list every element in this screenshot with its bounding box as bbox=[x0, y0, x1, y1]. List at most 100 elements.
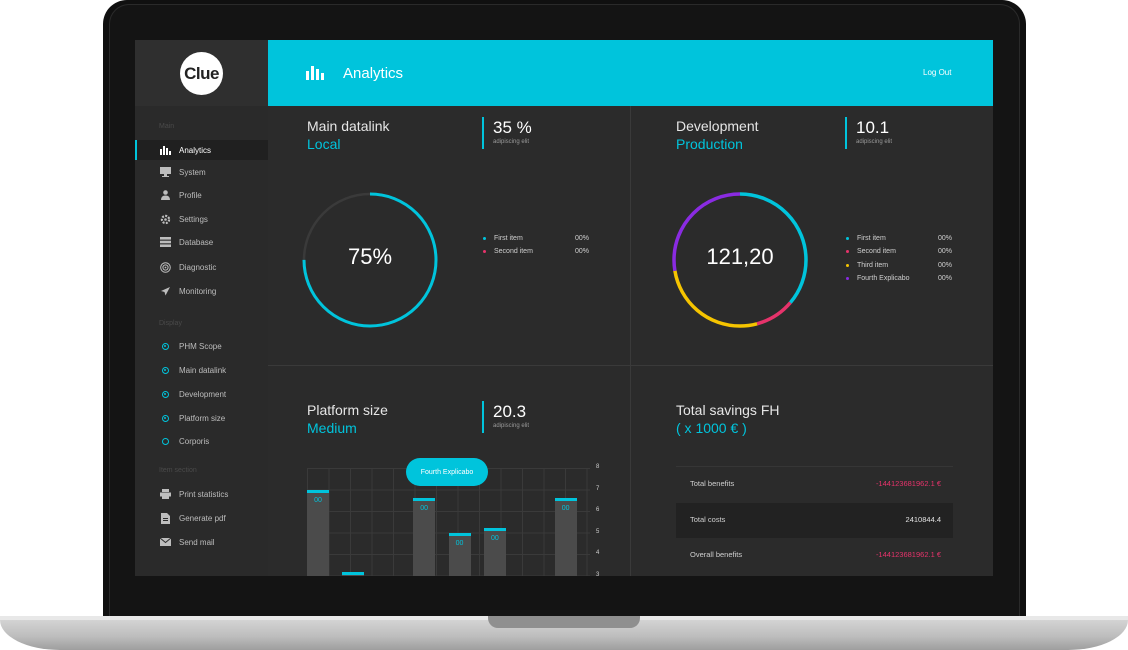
sidebar-item-corporis[interactable]: Corporis bbox=[135, 431, 268, 451]
screen: Clue Main Analytics System Profile Set bbox=[135, 40, 993, 576]
y-tick-label: 8 bbox=[596, 464, 600, 470]
legend-item: First item bbox=[483, 235, 523, 242]
legend-label: Third item bbox=[857, 262, 889, 269]
section-label-display: Display bbox=[159, 320, 182, 327]
legend-label: First item bbox=[494, 235, 523, 242]
chart-bar[interactable] bbox=[307, 489, 329, 576]
sidebar-item-label: Generate pdf bbox=[179, 513, 226, 523]
legend-item: First item bbox=[846, 235, 886, 242]
legend-item: Third item bbox=[846, 262, 888, 269]
chart-tooltip: Fourth Explicabo bbox=[406, 458, 488, 486]
chart-bar-cap bbox=[554, 498, 577, 502]
legend-label: Fourth Explicabo bbox=[857, 275, 910, 282]
logout-link[interactable]: Log Out bbox=[923, 68, 952, 77]
stat-value: 35 % bbox=[493, 118, 532, 137]
sidebar-item-print-statistics[interactable]: Print statistics bbox=[135, 484, 268, 504]
panel-subtitle: Medium bbox=[307, 420, 357, 436]
sidebar-item-platform-size[interactable]: Platform size bbox=[135, 408, 268, 428]
panel-title: Platform size bbox=[307, 402, 388, 418]
radio-dot-icon bbox=[159, 340, 171, 352]
printer-icon bbox=[159, 488, 171, 500]
y-tick-label: 6 bbox=[596, 507, 600, 514]
logo-area: Clue bbox=[135, 40, 268, 106]
section-label-main: Main bbox=[159, 123, 175, 130]
page-title: Analytics bbox=[343, 65, 404, 82]
sidebar-item-label: Main datalink bbox=[179, 365, 227, 375]
stat-value: 10.1 bbox=[856, 118, 890, 137]
sidebar-item-send-mail[interactable]: Send mail bbox=[135, 532, 268, 552]
stat-value: 20.3 bbox=[493, 402, 527, 421]
panel-subtitle: Production bbox=[676, 136, 743, 152]
legend-item: Second item bbox=[846, 248, 896, 255]
sidebar-item-database[interactable]: Database bbox=[135, 232, 268, 252]
y-tick-label: 5 bbox=[596, 528, 600, 535]
radio-dot-icon bbox=[159, 364, 171, 376]
chart-bar-label: 00 bbox=[490, 535, 499, 543]
chart-bar-label: 00 bbox=[420, 505, 429, 513]
sidebar-item-development[interactable]: Development bbox=[135, 384, 268, 404]
sidebar-item-label: Monitoring bbox=[179, 286, 217, 296]
chart-bar[interactable] bbox=[554, 498, 577, 576]
sidebar-item-analytics[interactable]: Analytics bbox=[135, 140, 268, 160]
sidebar-item-label: Diagnostic bbox=[179, 262, 217, 272]
legend-item: Fourth Explicabo bbox=[846, 275, 910, 282]
sidebar-item-monitoring[interactable]: Monitoring bbox=[135, 281, 268, 301]
legend-label: Second item bbox=[857, 248, 896, 255]
row-value: 2410844.4 bbox=[905, 515, 941, 524]
chart-bar[interactable] bbox=[413, 498, 436, 576]
donut-center-value: 75% bbox=[347, 244, 393, 269]
legend-value: 00% bbox=[938, 248, 953, 255]
panel-title: Development bbox=[676, 118, 759, 134]
stat-caption: adipiscing elit bbox=[856, 139, 893, 145]
chart-bar-label: 00 bbox=[455, 539, 464, 547]
chart-bar-label: 00 bbox=[314, 496, 322, 504]
legend-dot bbox=[846, 250, 849, 253]
sidebar-item-diagnostic[interactable]: Diagnostic bbox=[135, 257, 268, 277]
y-tick-label: 7 bbox=[596, 485, 600, 492]
radio-dot-icon bbox=[159, 412, 171, 424]
sidebar-item-label: Profile bbox=[179, 190, 202, 200]
stat-caption: adipiscing elit bbox=[493, 139, 530, 145]
sidebar-item-label: PHM Scope bbox=[179, 341, 222, 351]
chart-bar-cap bbox=[448, 532, 471, 536]
legend-label: First item bbox=[857, 235, 886, 242]
legend-value: 00% bbox=[575, 248, 590, 255]
monitor-icon bbox=[159, 166, 171, 178]
chart-bar[interactable] bbox=[483, 528, 506, 576]
chart-bar-cap bbox=[342, 571, 365, 575]
sidebar-item-label: Development bbox=[179, 389, 227, 399]
y-tick-label: 4 bbox=[596, 550, 600, 557]
row-value: -144123681962.1 € bbox=[875, 550, 941, 559]
app-logo[interactable]: Clue bbox=[180, 52, 223, 95]
progress-donut bbox=[302, 192, 438, 328]
sidebar-item-label: System bbox=[179, 167, 206, 177]
radio-empty-icon bbox=[159, 435, 171, 447]
chart-bar[interactable] bbox=[448, 532, 471, 576]
sidebar-item-label: Print statistics bbox=[179, 489, 229, 499]
user-icon bbox=[159, 189, 171, 201]
sidebar: Clue Main Analytics System Profile Set bbox=[135, 40, 268, 576]
panel-divider-horizontal bbox=[268, 365, 993, 366]
chart-bar-cap bbox=[483, 528, 506, 532]
legend-dot bbox=[846, 277, 849, 280]
sidebar-item-generate-pdf[interactable]: Generate pdf bbox=[135, 508, 268, 528]
panel-title: Main datalink bbox=[307, 118, 390, 134]
bar-chart-icon bbox=[159, 144, 171, 156]
sidebar-item-profile[interactable]: Profile bbox=[135, 185, 268, 205]
sidebar-item-label: Database bbox=[179, 237, 214, 247]
chart-bar-cap bbox=[413, 498, 436, 502]
panel-subtitle: ( x 1000 € ) bbox=[676, 420, 747, 436]
sidebar-item-main-datalink[interactable]: Main datalink bbox=[135, 360, 268, 380]
bar-chart-icon bbox=[306, 66, 325, 85]
legend-value: 00% bbox=[575, 235, 590, 242]
sidebar-item-phm-scope[interactable]: PHM Scope bbox=[135, 336, 268, 356]
table-row: Total costs 2410844.4 bbox=[676, 503, 953, 538]
sidebar-item-system[interactable]: System bbox=[135, 162, 268, 182]
panel-title: Total savings FH bbox=[676, 402, 780, 418]
chart-bar-label: 00 bbox=[561, 505, 570, 513]
legend-dot bbox=[483, 237, 486, 240]
panel-divider-vertical bbox=[630, 106, 631, 576]
plane-icon bbox=[159, 285, 171, 297]
sidebar-item-settings[interactable]: Settings bbox=[135, 209, 268, 229]
sidebar-item-label: Platform size bbox=[179, 413, 226, 423]
